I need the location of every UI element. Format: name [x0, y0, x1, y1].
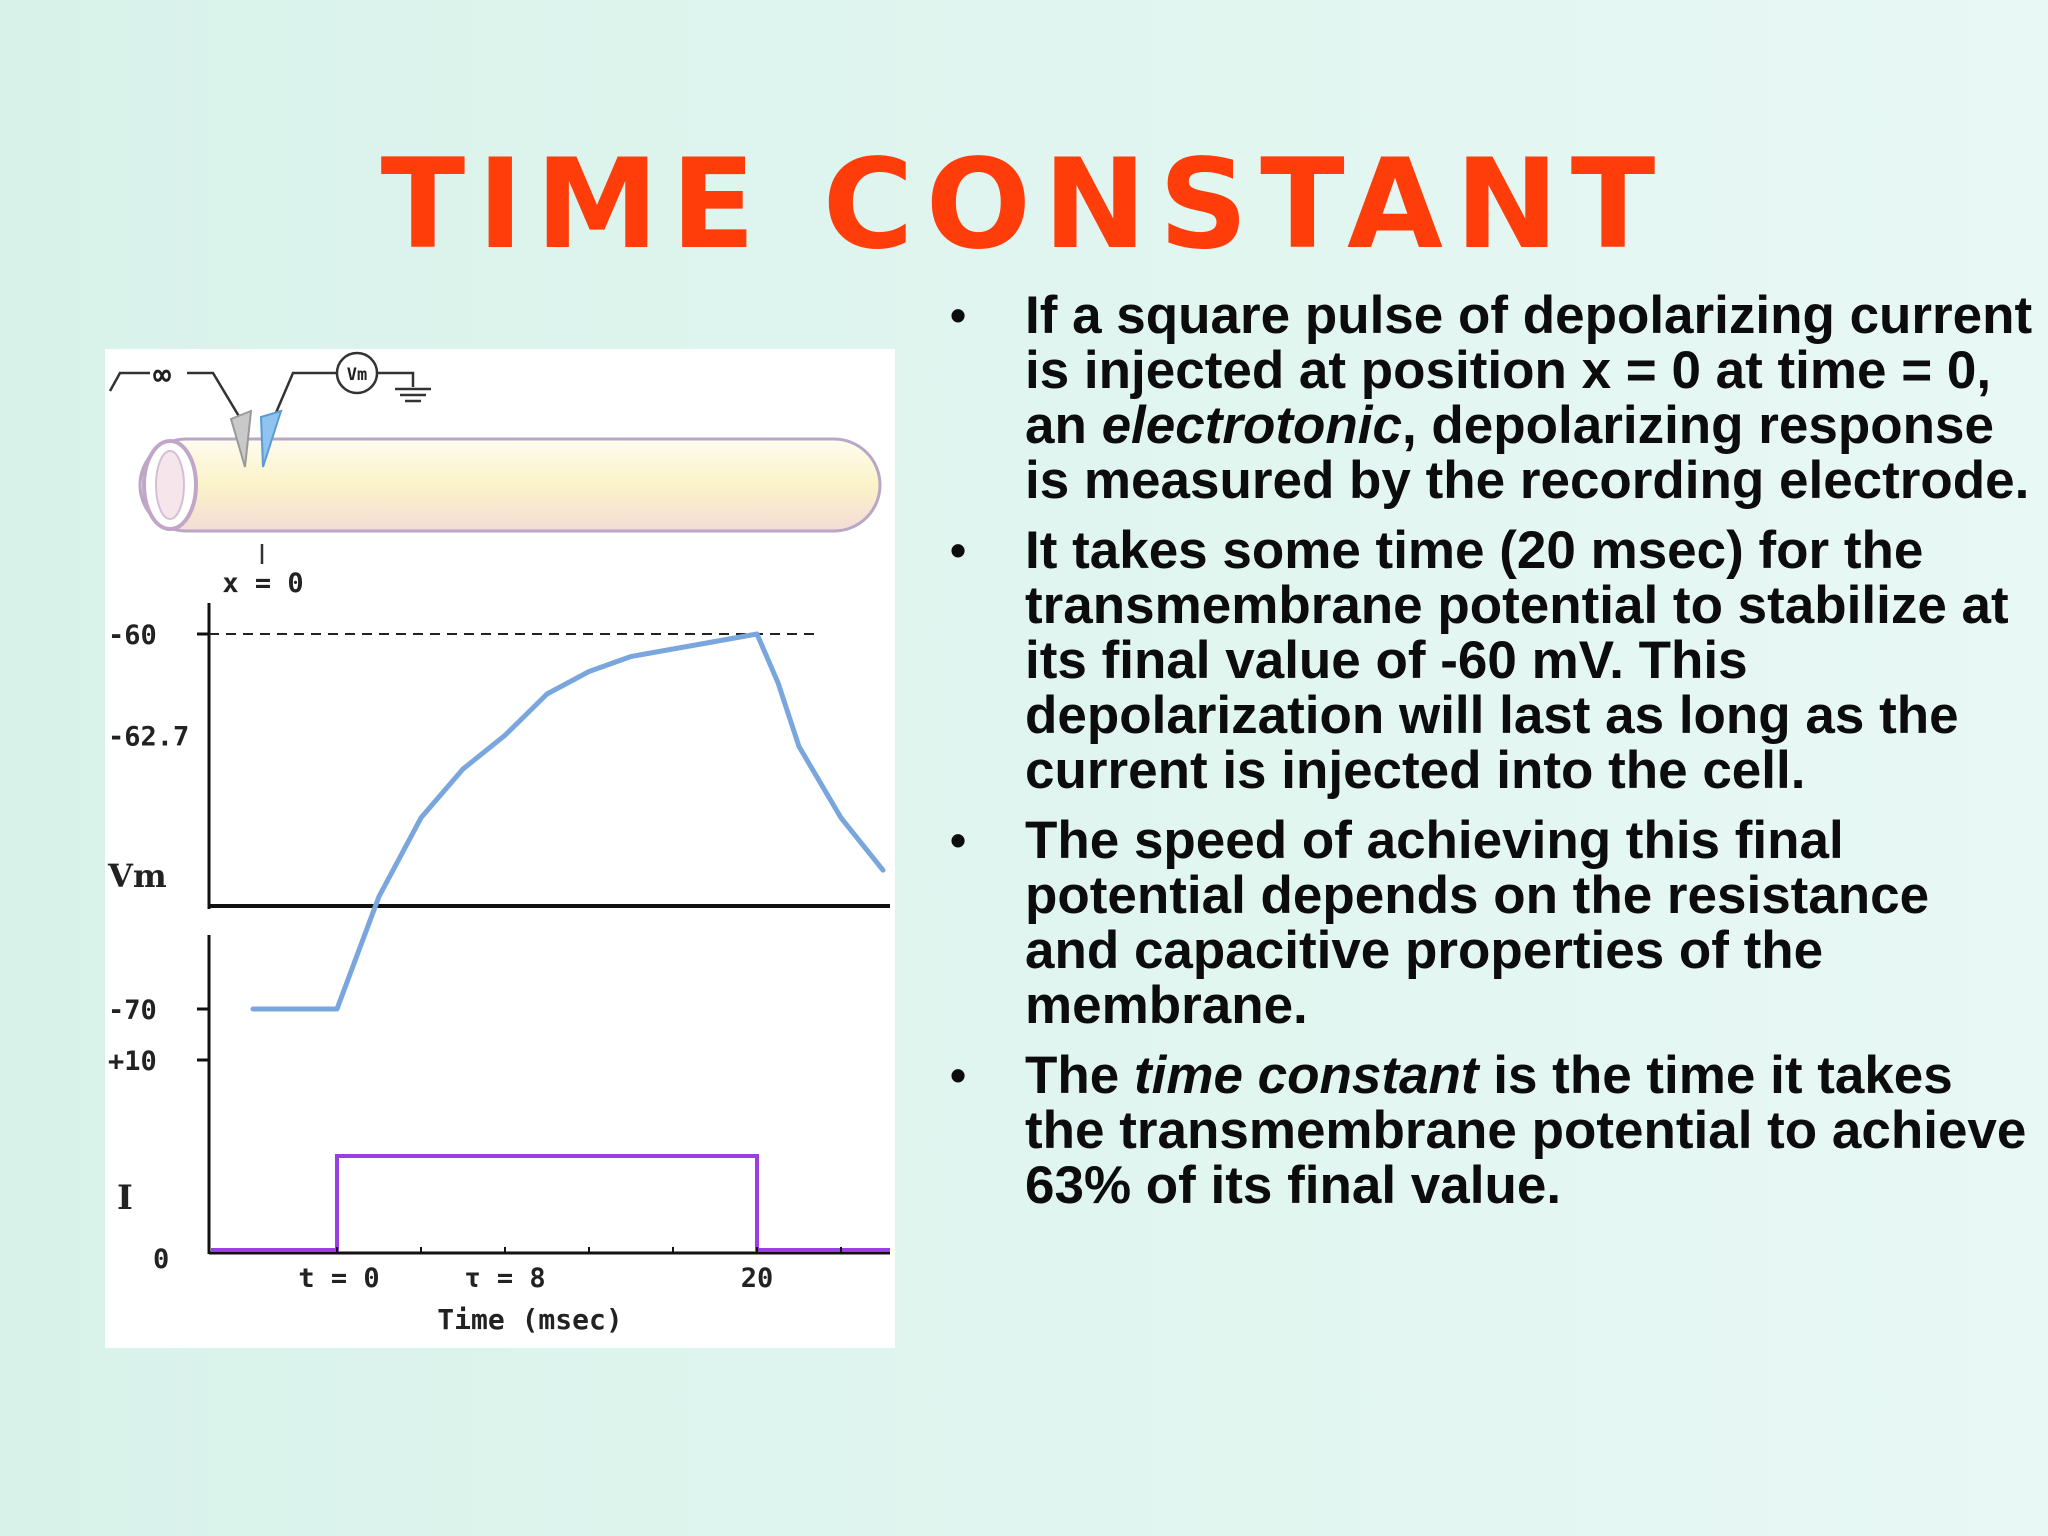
position-label: x = 0 [222, 568, 303, 599]
bullet-text: time constant [1133, 1046, 1479, 1105]
bullet-item: • If a square pulse of depolarizing curre… [945, 288, 2035, 508]
stimulating-electrode: ∞ [108, 358, 253, 468]
bullet-text: If a square pulse of depolarizing curren… [1025, 286, 2033, 455]
bullet-item: • The speed of achieving this final poten… [945, 813, 2035, 1033]
i-tick-label: 0 [153, 1244, 169, 1275]
bullet-text: The speed of achieving this final potent… [1025, 811, 1930, 1035]
voltmeter-label: Vm [347, 365, 367, 385]
bullet-dot: • [950, 1049, 967, 1101]
bullet-text: The [1025, 1046, 1134, 1105]
time-tick-label: t = 0 [298, 1263, 379, 1294]
ground-icon [395, 387, 431, 403]
bullet-text: It takes some time (20 msec) for the tra… [1025, 521, 2009, 800]
bullet-text: electrotonic [1101, 396, 1402, 455]
stim-wire-left [108, 371, 150, 392]
vm-trace-line [250, 631, 886, 1012]
bullet-text: is the time it takes the transmembrane p… [1025, 1046, 2027, 1215]
cable-lumen [155, 450, 185, 520]
cable [138, 437, 882, 533]
time-tick-label: 20 [741, 1263, 774, 1294]
rec-wire-left [267, 371, 337, 430]
bullet-item: • It takes some time (20 msec) for the tr… [945, 523, 2035, 798]
current-trace-line [211, 1154, 890, 1252]
time-axis-label: Time (msec) [437, 1303, 622, 1336]
vm-tick-label: -62.7 [108, 721, 189, 752]
vm-tick-label: -70 [108, 995, 157, 1026]
bullet-item: • The time constant is the time it takes … [945, 1048, 2035, 1213]
time-tick-label: τ = 8 [464, 1263, 545, 1294]
vm-tick-label: -60 [108, 620, 157, 651]
i-tick-label: +10 [108, 1046, 157, 1077]
vm-axis-label: Vm [107, 857, 167, 895]
figure-svg: ∞ Vm x = 0 Vm -60 -62.7 -70 [107, 351, 890, 1336]
i-axis-label: I [117, 1178, 133, 1218]
rec-electrode-tip [259, 409, 283, 468]
bullet-dot: • [950, 524, 967, 576]
figure-panel: ∞ Vm x = 0 Vm -60 -62.7 -70 [105, 349, 895, 1348]
bullet-list: • If a square pulse of depolarizing curre… [945, 288, 2035, 1228]
time-ticks: t = 0 τ = 8 20 [298, 1247, 842, 1294]
bullet-dot: • [950, 814, 967, 866]
stim-wire-right [187, 371, 245, 424]
rec-wire-right [377, 371, 415, 387]
vm-ticks: -60 -62.7 -70 [108, 620, 209, 1026]
bullet-text: , depolarizing response is measured by t… [1025, 396, 2030, 510]
bullet-dot: • [950, 289, 967, 341]
recording-electrode: Vm [259, 351, 431, 468]
slide-title: TIME CONSTANT [380, 133, 1668, 277]
cable-body [138, 437, 882, 533]
i-ticks: +10 0 [108, 1046, 209, 1275]
stim-electrode-tip [229, 409, 253, 468]
stimulator-icon: ∞ [153, 358, 171, 393]
